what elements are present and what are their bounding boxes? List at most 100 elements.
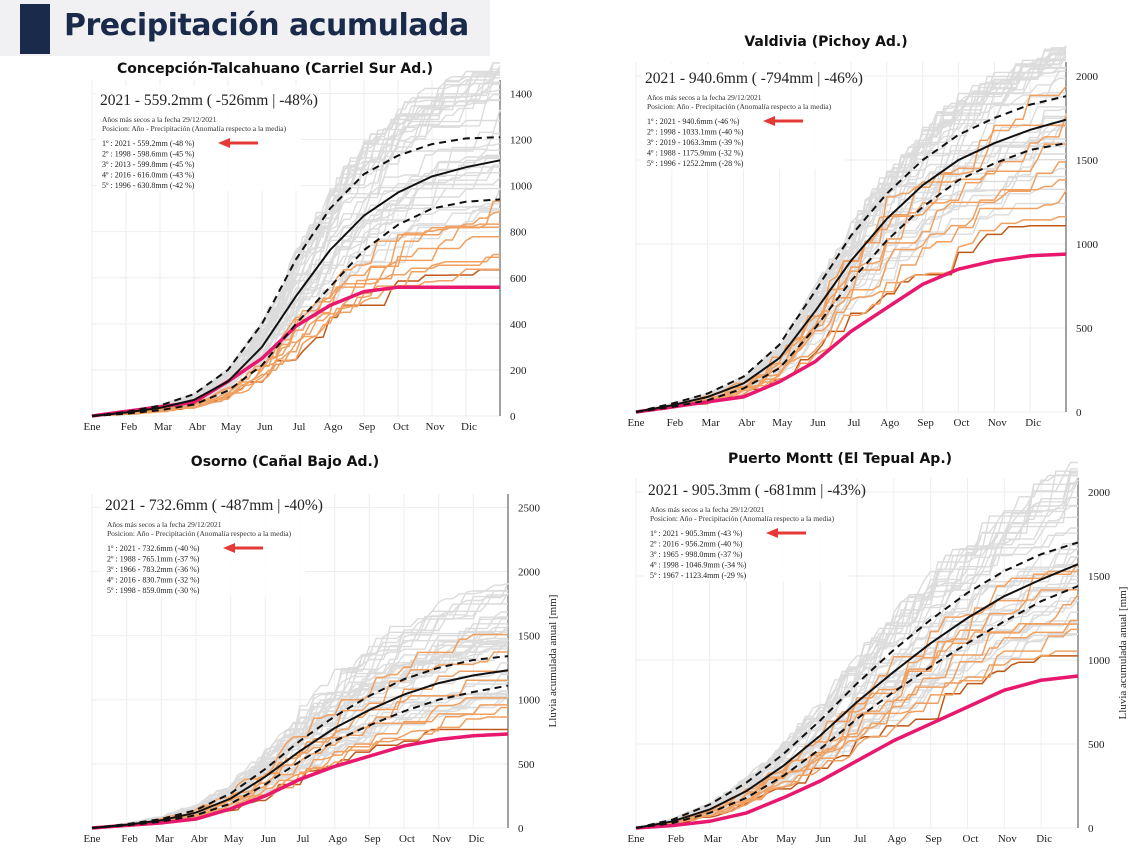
dry-year-line	[91, 633, 508, 829]
x-tick-label: May	[221, 421, 242, 433]
x-tick-label: Feb	[668, 833, 685, 845]
y-tick-label: 500	[1076, 323, 1093, 335]
x-tick-label: Sep	[925, 833, 942, 845]
ranking-entry: 3º : 2013 - 599.8mm (-45 %)	[102, 160, 195, 169]
y-tick-label: 1200	[510, 135, 533, 147]
chart-1: Concepción-Talcahuano (Carriel Sur Ad.) 0…	[83, 61, 532, 433]
ranking-entry: 2º : 1998 - 598.6mm (-45 %)	[102, 150, 195, 159]
dry-year-line	[91, 223, 500, 417]
x-tick-label: May	[776, 833, 797, 845]
ranking-entry: 4º : 2016 - 616.0mm (-43 %)	[102, 171, 195, 180]
ranking-entry: 5º : 1967 - 1123.4mm (-29 %)	[650, 571, 747, 580]
chart-4: Puerto Montt (El Tepual Ap.) 0 500 1000 1500…	[627, 451, 1129, 845]
y-tick-label: 800	[510, 227, 527, 239]
historical-year-line	[635, 126, 1066, 413]
x-tick-label: Jul	[297, 833, 310, 845]
x-tick-label: Ene	[627, 833, 644, 845]
chart-title: Valdivia (Pichoy Ad.)	[744, 34, 907, 50]
red-arrow-icon	[223, 543, 263, 553]
y-tick-label: 600	[510, 273, 527, 285]
chart-title: Osorno (Cañal Bajo Ad.)	[191, 454, 379, 470]
ranking-entry: 2º : 1988 - 765.1mm (-37 %)	[107, 555, 200, 564]
y-axis-label: Lluvia acumulada anual [mm]	[1117, 587, 1129, 720]
ranking-entry: 2º : 2016 - 956.2mm (-40 %)	[650, 540, 743, 549]
annotation-box: 2021 - 732.6mm ( -487mm | -40%) Años más …	[101, 491, 323, 596]
slide-title: Precipitación acumulada	[64, 8, 469, 43]
y-tick-label: 2000	[1088, 487, 1111, 499]
x-tick-label: Dic	[1025, 417, 1041, 429]
subtitle-date: Años más secos a la fecha 29/12/2021	[107, 520, 222, 529]
ranking-entry: 1º : 2021 - 732.6mm (-40 %)	[107, 544, 200, 553]
headline: 2021 - 905.3mm ( -681mm | -43%)	[648, 482, 866, 499]
x-tick-label: Sep	[917, 417, 934, 429]
annotation-background	[96, 86, 301, 191]
annotation-background	[644, 476, 849, 581]
ranking-entry: 1º : 2021 - 940.6mm (-46 %)	[647, 117, 740, 126]
x-tick-label: May	[224, 833, 245, 845]
y-tick-label: 500	[1088, 739, 1105, 751]
x-tick-label: Nov	[988, 417, 1007, 429]
subtitle-position: Posicion: Año - Precipitación (Anomalía …	[102, 124, 287, 133]
ranking-entry: 1º : 2021 - 559.2mm (-48 %)	[102, 139, 195, 148]
ranking-entry: 3º : 1966 - 783.2mm (-36 %)	[107, 565, 200, 574]
dry-year-line	[635, 619, 1078, 829]
annotation-box: 2021 - 940.6mm ( -794mm | -46%) Años más …	[641, 64, 863, 169]
subtitle-position: Posicion: Año - Precipitación (Anomalía …	[107, 529, 292, 538]
x-tick-label: Ago	[328, 833, 347, 845]
x-tick-label: Abr	[190, 833, 207, 845]
x-tick-label: Jul	[854, 833, 867, 845]
y-tick-label: 0	[510, 411, 516, 423]
red-arrow-icon	[763, 116, 803, 126]
lower-percentile-line	[91, 684, 509, 829]
x-tick-label: Feb	[121, 421, 138, 433]
y-tick-label: 0	[1088, 823, 1094, 835]
series-2021-line	[91, 732, 509, 830]
x-tick-label: Jun	[257, 421, 273, 433]
y-tick-label: 1500	[1088, 571, 1111, 583]
red-arrow-icon	[218, 138, 258, 148]
subtitle-date: Años más secos a la fecha 29/12/2021	[647, 93, 762, 102]
chart-2: Valdivia (Pichoy Ad.) 0 500 1000 1500 2000 Ene…	[627, 34, 1098, 429]
x-tick-label: Mar	[704, 833, 723, 845]
x-tick-label: Sep	[364, 833, 381, 845]
y-tick-label: 1000	[510, 181, 533, 193]
y-tick-label: 400	[510, 319, 527, 331]
x-tick-label: Mar	[702, 417, 721, 429]
upper-percentile-line	[635, 95, 1067, 413]
subtitle-date: Años más secos a la fecha 29/12/2021	[650, 505, 765, 514]
mean-line	[91, 669, 509, 829]
ranking-entry: 4º : 1998 - 1046.9mm (-34 %)	[650, 561, 747, 570]
annotation-background	[101, 491, 306, 596]
ranking-entry: 3º : 1965 - 998.0mm (-37 %)	[650, 550, 743, 559]
x-tick-label: Ago	[324, 421, 343, 433]
chart-3: Osorno (Cañal Bajo Ad.) 0 500 1000 1500 2000 2…	[83, 454, 559, 845]
x-tick-label: Ene	[627, 417, 644, 429]
y-tick-label: 1000	[1088, 655, 1111, 667]
ranking-entry: 5º : 1998 - 859.0mm (-30 %)	[107, 586, 200, 595]
ranking-entry: 3º : 2019 - 1063.3mm (-39 %)	[647, 138, 744, 147]
annotation-background	[641, 64, 846, 169]
y-tick-label: 500	[518, 759, 535, 771]
x-tick-label: Ago	[887, 833, 906, 845]
x-tick-label: Dic	[468, 833, 484, 845]
y-tick-label: 0	[1076, 407, 1082, 419]
ranking-entry: 5º : 1996 - 630.8mm (-42 %)	[102, 181, 195, 190]
headline: 2021 - 559.2mm ( -526mm | -48%)	[100, 92, 318, 109]
x-tick-label: Mar	[155, 833, 174, 845]
y-tick-label: 1400	[510, 88, 533, 100]
x-tick-label: Oct	[393, 421, 409, 433]
subtitle-date: Años más secos a la fecha 29/12/2021	[102, 115, 217, 124]
ranking-entry: 1º : 2021 - 905.3mm (-43 %)	[650, 529, 743, 538]
x-tick-label: Oct	[963, 833, 979, 845]
ranking-entry: 4º : 2016 - 830.7mm (-32 %)	[107, 576, 200, 585]
y-tick-label: 2500	[518, 502, 541, 514]
x-tick-label: Ene	[83, 421, 100, 433]
y-tick-label: 200	[510, 365, 527, 377]
ranking-entry: 5º : 1996 - 1252.2mm (-28 %)	[647, 159, 744, 168]
headline: 2021 - 732.6mm ( -487mm | -40%)	[105, 497, 323, 514]
x-tick-label: Jul	[848, 417, 861, 429]
mean-line	[635, 563, 1079, 829]
x-tick-label: Abr	[738, 417, 755, 429]
subtitle-position: Posicion: Año - Precipitación (Anomalía …	[647, 102, 832, 111]
